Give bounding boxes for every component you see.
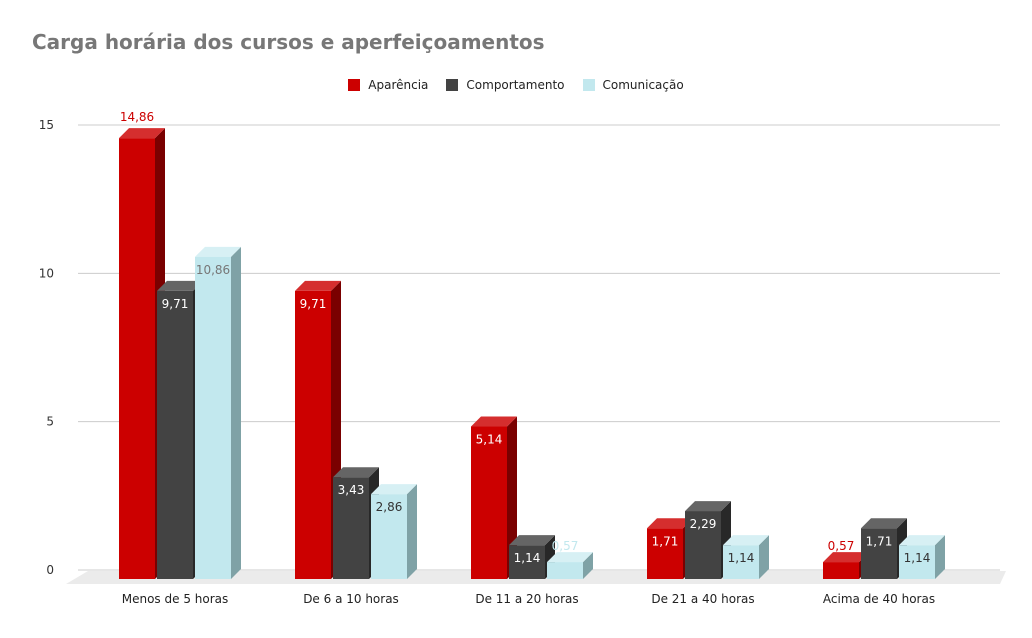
bar [547, 562, 583, 579]
data-label: 1,14 [904, 551, 931, 565]
bar-top [547, 552, 593, 563]
x-tick-label: Acima de 40 horas [823, 592, 935, 606]
bar-top [685, 501, 731, 512]
y-tick-label: 10 [39, 266, 54, 280]
legend-label-comunicacao: Comunicação [602, 78, 684, 92]
bar-top [371, 484, 417, 495]
data-label: 3,43 [338, 483, 365, 497]
x-tick-label: Menos de 5 horas [122, 592, 229, 606]
bar-top [861, 518, 907, 529]
legend-item-comunicacao[interactable]: Comunicação [582, 78, 684, 92]
data-label: 9,71 [162, 297, 189, 311]
data-label: 2,86 [376, 500, 403, 514]
bar-top [899, 535, 945, 546]
data-label: 1,71 [652, 534, 679, 548]
legend: Aparência Comportamento Comunicação [0, 78, 1032, 92]
data-label: 9,71 [300, 297, 327, 311]
legend-swatch-comunicacao [582, 79, 595, 91]
bar [509, 545, 545, 579]
bar-top [471, 416, 517, 427]
bar [899, 545, 935, 579]
bar [861, 528, 897, 579]
y-tick-label: 15 [39, 118, 54, 132]
x-tick-label: De 6 a 10 horas [303, 592, 399, 606]
data-label: 1,71 [866, 534, 893, 548]
bar-side [759, 535, 769, 579]
bar [119, 138, 155, 580]
data-label: 0,57 [552, 539, 579, 553]
data-label: 1,14 [728, 551, 755, 565]
data-label: 5,14 [476, 433, 503, 447]
bar-top [333, 467, 379, 478]
bar [295, 290, 331, 579]
bar-top [723, 535, 769, 546]
legend-swatch-aparencia [348, 79, 361, 91]
bar [647, 528, 683, 579]
bar [471, 426, 507, 579]
bar [333, 477, 369, 579]
bar [723, 545, 759, 579]
legend-label-aparencia: Aparência [368, 78, 429, 92]
bar-side [583, 552, 593, 579]
bar [371, 494, 407, 579]
bar-side [407, 484, 417, 579]
bar-top [157, 280, 203, 291]
bar-top [823, 552, 869, 563]
bar [195, 256, 231, 579]
data-label: 2,29 [690, 517, 717, 531]
data-label: 10,86 [196, 263, 230, 277]
bar-top [295, 280, 341, 291]
bar-side [231, 246, 241, 579]
y-tick-label: 5 [46, 415, 54, 429]
bar-side [507, 416, 517, 579]
y-tick-label: 0 [46, 563, 54, 577]
bar-top [509, 535, 555, 546]
bar-side [935, 535, 945, 579]
legend-swatch-comportamento [446, 79, 459, 91]
bar [823, 562, 859, 579]
bar-top [119, 128, 165, 139]
x-tick-label: De 21 a 40 horas [651, 592, 754, 606]
data-label: 1,14 [514, 551, 541, 565]
legend-item-comportamento[interactable]: Comportamento [446, 78, 565, 92]
legend-label-comportamento: Comportamento [466, 78, 565, 92]
bar-top [647, 518, 693, 529]
data-label: 14,86 [120, 110, 154, 124]
bar [157, 290, 193, 579]
legend-item-aparencia[interactable]: Aparência [348, 78, 428, 92]
chart-title: Carga horária dos cursos e aperfeiçoamen… [32, 30, 545, 54]
data-label: 0,57 [828, 539, 855, 553]
bar-top [195, 246, 241, 257]
x-tick-label: De 11 a 20 horas [475, 592, 578, 606]
bar [685, 511, 721, 579]
